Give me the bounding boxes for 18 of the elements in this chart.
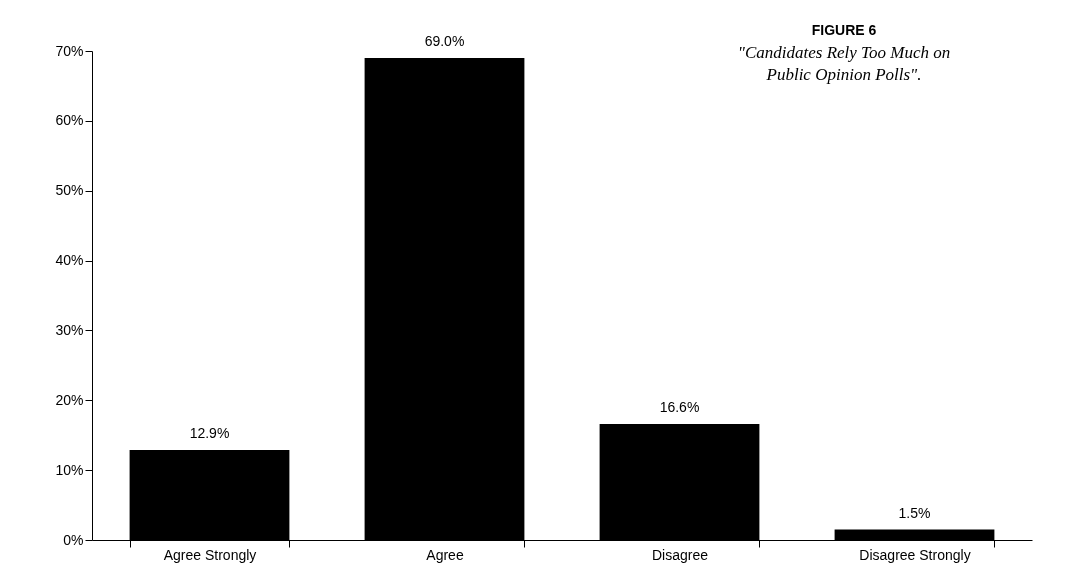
y-tick-label: 30%	[55, 321, 84, 338]
data-label: 16.6%	[659, 399, 700, 416]
chart-title: FIGURE 6	[811, 22, 877, 38]
y-tick-label: 0%	[63, 531, 84, 548]
data-label: 69.0%	[424, 32, 465, 49]
chart-subtitle: "Candidates Rely Too Much on Public Opinion Polls".	[737, 43, 951, 84]
data-label: 1.5%	[898, 504, 931, 521]
data-label: 12.9%	[189, 424, 230, 441]
y-tick-label: 60%	[55, 112, 84, 129]
y-tick-label: 50%	[55, 182, 84, 199]
y-tick-label: 10%	[55, 461, 84, 478]
x-tick-label: Disagree	[651, 546, 709, 563]
x-tick-label: Agree Strongly	[163, 546, 257, 563]
y-tick-label: 40%	[55, 252, 84, 269]
x-tick-label: Agree	[426, 546, 464, 563]
y-tick-label: 20%	[55, 391, 84, 408]
x-tick-label: Disagree Strongly	[859, 546, 971, 563]
y-tick-label: 70%	[55, 42, 84, 59]
